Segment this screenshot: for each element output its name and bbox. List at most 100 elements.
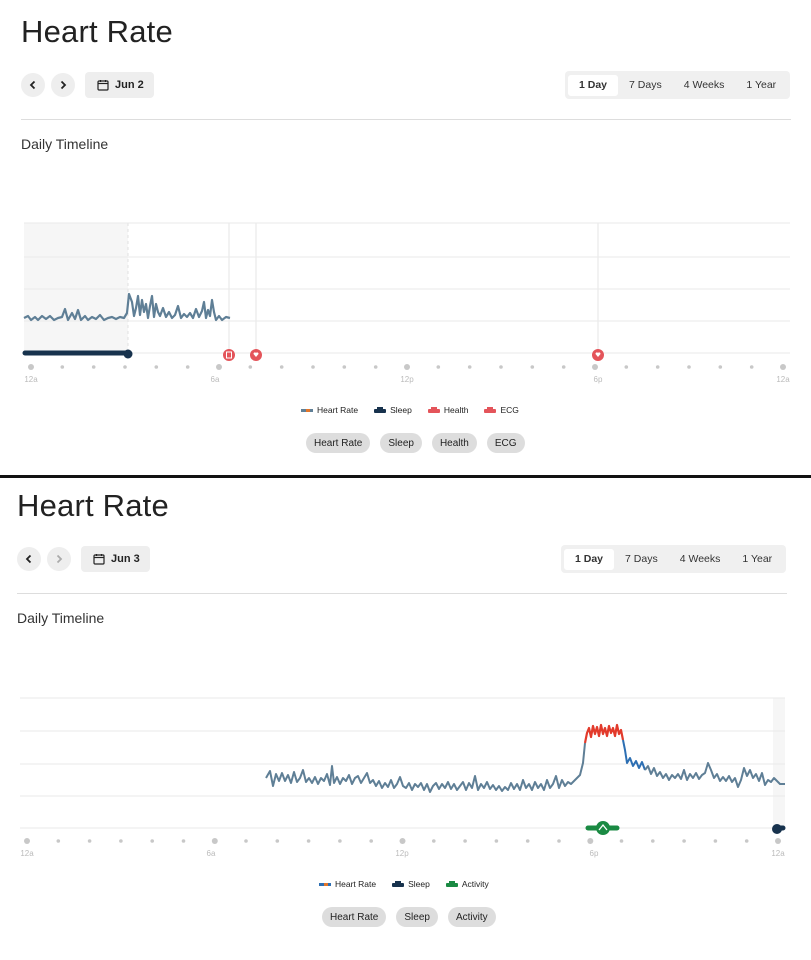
page-title: Heart Rate	[21, 14, 173, 49]
x-tick-dot	[619, 839, 624, 843]
x-tick-dot	[780, 364, 786, 370]
x-tick-dot	[119, 839, 123, 843]
x-tick-dot	[338, 839, 342, 843]
filter-chip-sleep[interactable]: Sleep	[380, 433, 422, 453]
x-tick-dot	[342, 365, 347, 369]
section-title: Daily Timeline	[17, 610, 105, 626]
health-event-marker[interactable]	[223, 349, 235, 361]
x-tick-dot	[687, 365, 691, 369]
next-day-button[interactable]	[47, 547, 71, 571]
filter-chip-ecg[interactable]: ECG	[486, 433, 525, 453]
sleep-shaded-region	[24, 223, 128, 353]
heart-rate-timeline-chart: 12a 6a 12p 6p 12a	[20, 697, 786, 858]
x-tick-label: 12p	[400, 375, 414, 384]
range-4-weeks[interactable]: 4 Weeks	[669, 549, 732, 570]
x-tick-dot	[651, 839, 655, 843]
filter-chips: Heart Rate Sleep Health ECG	[306, 433, 525, 453]
sleep-shaded-region	[773, 698, 785, 828]
x-tick-dot	[60, 365, 65, 369]
x-tick-dot	[373, 365, 378, 369]
x-tick-dot	[525, 839, 530, 843]
x-tick-dot	[150, 839, 154, 843]
filter-chip-activity[interactable]: Activity	[447, 907, 496, 927]
x-tick-dot	[275, 839, 280, 843]
x-tick-dot	[530, 365, 535, 369]
range-1-year[interactable]: 1 Year	[735, 75, 787, 96]
panel-separator	[0, 475, 811, 478]
x-tick-label: 12a	[24, 375, 38, 384]
x-tick-dot	[306, 839, 311, 843]
x-tick-dot	[436, 365, 441, 369]
date-picker-button[interactable]: Jun 2	[85, 72, 154, 98]
heart-rate-line	[265, 742, 586, 793]
chart-legend: Heart Rate Sleep Activity	[319, 879, 489, 889]
x-tick-dot	[463, 839, 467, 843]
filter-chip-heart-rate[interactable]: Heart Rate	[306, 433, 371, 453]
x-tick-dot	[244, 839, 248, 843]
x-tick-dot	[211, 838, 218, 844]
x-tick-dot	[248, 365, 253, 369]
filter-chip-health[interactable]: Health	[431, 433, 477, 453]
filter-chips: Heart Rate Sleep Activity	[322, 907, 496, 927]
next-day-button[interactable]	[51, 73, 75, 97]
legend-item-health: Health	[427, 405, 468, 415]
range-7-days[interactable]: 7 Days	[614, 549, 669, 570]
x-tick-dot	[467, 365, 472, 369]
x-tick-dot	[28, 364, 34, 370]
range-1-day[interactable]: 1 Day	[564, 548, 615, 570]
previous-day-button[interactable]	[21, 73, 45, 97]
x-tick-dot	[181, 839, 186, 843]
x-tick-dot	[279, 365, 284, 369]
x-tick-dot	[91, 365, 96, 369]
ecg-event-marker[interactable]	[250, 349, 262, 361]
x-tick-dot	[624, 365, 629, 369]
range-7-days[interactable]: 7 Days	[618, 75, 673, 96]
x-tick-dot	[56, 839, 61, 843]
activity-event-marker[interactable]	[596, 821, 610, 835]
filter-chip-heart-rate[interactable]: Heart Rate	[322, 907, 387, 927]
section-divider	[21, 119, 791, 120]
range-1-day[interactable]: 1 Day	[568, 74, 619, 96]
x-tick-dot	[399, 838, 406, 844]
section-divider	[17, 593, 787, 594]
range-4-weeks[interactable]: 4 Weeks	[673, 75, 736, 96]
range-selector: 1 Day 7 Days 4 Weeks 1 Year	[561, 545, 787, 573]
x-tick-dot	[557, 839, 561, 843]
legend-item-sleep: Sleep	[374, 405, 412, 415]
sleep-icon[interactable]	[123, 349, 133, 359]
previous-day-button[interactable]	[17, 547, 41, 571]
x-tick-dot	[499, 365, 503, 369]
x-tick-dot	[216, 364, 222, 370]
x-tick-dot	[369, 839, 374, 843]
x-tick-dot	[682, 839, 686, 843]
heart-rate-panel-jun3: Heart Rate Jun 3 1 Day 7 Days 4 Weeks 1 …	[0, 478, 811, 960]
chevron-right-icon	[60, 80, 67, 90]
filter-chip-sleep[interactable]: Sleep	[396, 907, 438, 927]
health-icon	[427, 406, 440, 413]
x-tick-dot	[123, 365, 127, 369]
chevron-left-icon	[25, 554, 32, 564]
legend-item-sleep: Sleep	[392, 879, 430, 889]
x-tick-label: 6p	[594, 375, 603, 384]
legend-item-heart-rate: Heart Rate	[319, 879, 376, 889]
x-tick-dot	[592, 364, 598, 370]
range-selector: 1 Day 7 Days 4 Weeks 1 Year	[565, 71, 791, 99]
sleep-icon[interactable]	[772, 824, 782, 834]
range-1-year[interactable]: 1 Year	[731, 549, 783, 570]
ecg-event-marker[interactable]	[592, 349, 604, 361]
x-axis-ticks	[28, 364, 786, 370]
date-picker-button[interactable]: Jun 3	[81, 546, 150, 572]
date-label: Jun 3	[111, 553, 140, 565]
legend-item-activity: Activity	[445, 879, 489, 889]
x-tick-dot	[24, 838, 30, 844]
x-tick-dot	[775, 838, 781, 844]
heart-rate-high-segment	[583, 723, 625, 744]
x-tick-dot	[713, 839, 718, 843]
x-tick-dot	[749, 365, 754, 369]
x-tick-label: 12p	[395, 849, 409, 858]
legend-item-ecg: ECG	[484, 405, 519, 415]
sleep-icon	[374, 406, 387, 413]
heart-rate-icon	[319, 883, 331, 886]
page-title: Heart Rate	[17, 488, 169, 523]
legend-item-heart-rate: Heart Rate	[301, 405, 358, 415]
